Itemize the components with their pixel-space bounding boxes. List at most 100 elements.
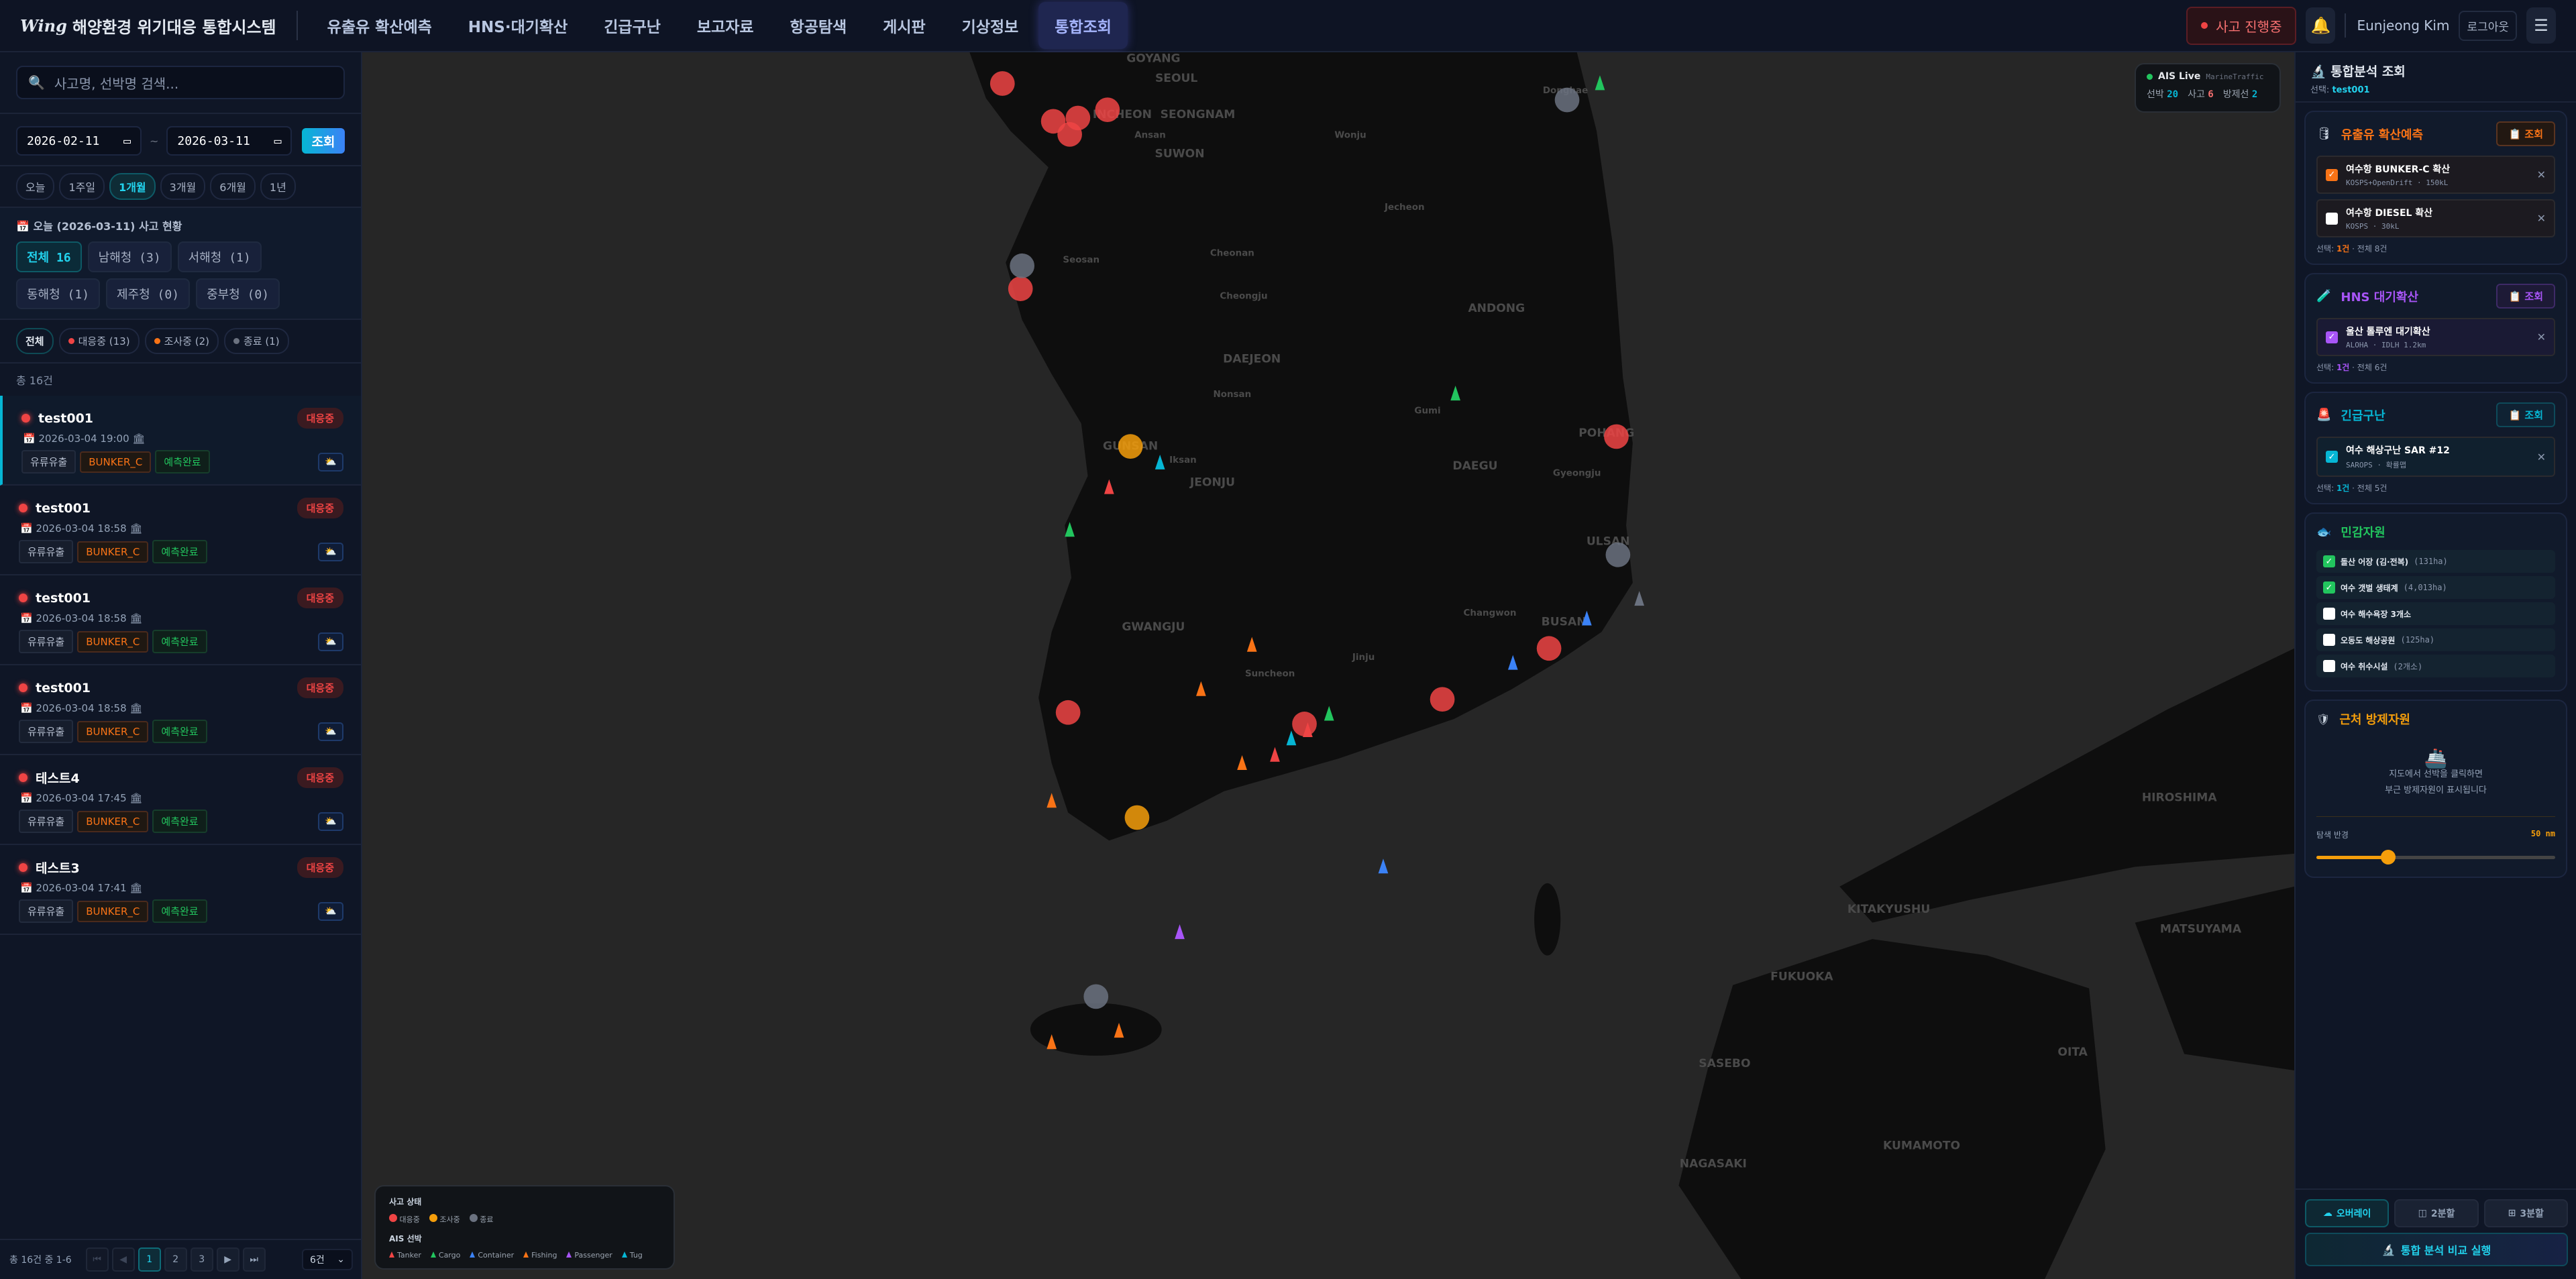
incident-marker[interactable] [1095, 97, 1120, 123]
ais-vessel-marker[interactable] [1270, 746, 1280, 762]
status-filter[interactable]: 조사중 (2) [144, 328, 219, 354]
incident-marker[interactable] [1065, 105, 1091, 131]
nav-item-3[interactable]: 보고자료 [696, 19, 754, 36]
weather-icon[interactable]: ⛅ [318, 901, 343, 921]
page-button[interactable]: 3 [190, 1247, 213, 1272]
view-mode-button[interactable]: ☁ 오버레이 [2305, 1199, 2390, 1227]
period-chip[interactable]: 1년 [260, 173, 296, 200]
ais-vessel-marker[interactable] [1286, 730, 1297, 746]
incident-marker[interactable] [1430, 687, 1455, 712]
oil-query-button[interactable]: 📋 조회 [2496, 121, 2555, 146]
incident-marker[interactable] [1604, 424, 1629, 449]
analysis-entry[interactable]: 여수항 DIESEL 확산 KOSPS · 30kL ✕ [2316, 199, 2555, 237]
period-chip[interactable]: 1개월 [109, 173, 156, 200]
region-filter[interactable]: 남해청 (3) [87, 241, 172, 272]
map-view[interactable]: GOYANG SEOUL INCHEON SEONGNAM Ansan SUWON Wonj… [362, 52, 2294, 1279]
hns-query-button[interactable]: 📋 조회 [2496, 284, 2555, 309]
run-comparison-button[interactable]: 🔬 통합 분석 비교 실행 [2305, 1233, 2568, 1266]
ais-vessel-marker[interactable] [1246, 636, 1257, 652]
nav-item-1[interactable]: HNS·대기확산 [468, 19, 568, 36]
ais-vessel-marker[interactable] [1196, 681, 1206, 696]
ais-vessel-marker[interactable] [1175, 924, 1185, 940]
incident-marker[interactable] [1554, 87, 1580, 113]
nav-item-7[interactable]: 통합조회 [1038, 2, 1128, 49]
page-size-select[interactable]: 6건 ⌄ [302, 1249, 353, 1270]
sensitive-resource-item[interactable]: ✓ 여수 갯벌 생태계 (4,013ha) [2316, 576, 2555, 599]
next-page-icon[interactable]: ▶ [216, 1247, 239, 1272]
sensitive-resource-item[interactable]: 여수 취수시설 (2개소) [2316, 655, 2555, 677]
ais-vessel-marker[interactable] [1046, 1034, 1057, 1050]
last-page-icon[interactable]: ⏭ [242, 1247, 266, 1272]
checkbox[interactable] [2323, 608, 2335, 620]
checkbox[interactable] [2323, 634, 2335, 646]
nav-item-6[interactable]: 기상정보 [961, 19, 1019, 36]
slider-handle[interactable] [2380, 850, 2396, 865]
incident-list-item[interactable]: test001 대응중 📅 2026-03-04 18:58 🏛 유류유출 BUNK… [0, 575, 361, 665]
page-button[interactable]: 2 [164, 1247, 187, 1272]
ais-vessel-marker[interactable] [1634, 591, 1645, 606]
close-icon[interactable]: ✕ [2536, 450, 2546, 463]
app-logo[interactable]: Wing 해양환경 위기대응 통합시스템 [20, 11, 298, 40]
incident-list-item[interactable]: 테스트3 대응중 📅 2026-03-04 17:41 🏛 유류유출 BUNKER_… [0, 845, 361, 935]
nav-item-5[interactable]: 게시판 [883, 19, 926, 36]
ais-vessel-marker[interactable] [1114, 1023, 1124, 1038]
checkbox[interactable] [2323, 660, 2335, 672]
incident-marker[interactable] [1083, 984, 1109, 1009]
ais-vessel-marker[interactable] [1046, 793, 1057, 808]
incident-marker[interactable] [1118, 434, 1143, 459]
incident-list-item[interactable]: test001 대응중 📅 2026-03-04 18:58 🏛 유류유출 BUNK… [0, 486, 361, 575]
ais-vessel-marker[interactable] [1065, 522, 1075, 537]
period-chip[interactable]: 오늘 [16, 173, 55, 200]
incident-marker[interactable] [1124, 805, 1150, 830]
view-mode-button[interactable]: ⊞ 3분할 [2483, 1199, 2568, 1227]
weather-icon[interactable]: ⛅ [318, 722, 343, 741]
incident-marker[interactable] [1055, 700, 1081, 725]
view-mode-button[interactable]: ◫ 2분할 [2394, 1199, 2479, 1227]
sensitive-resource-item[interactable]: ✓ 돌산 어장 (김·전복) (131ha) [2316, 550, 2555, 573]
incident-marker[interactable] [1605, 542, 1631, 567]
incident-marker[interactable] [1292, 712, 1317, 736]
incident-marker[interactable] [1536, 636, 1562, 661]
close-icon[interactable]: ✕ [2536, 331, 2546, 343]
ais-vessel-marker[interactable] [1582, 610, 1592, 626]
nav-item-4[interactable]: 항공탐색 [790, 19, 847, 36]
page-button[interactable]: 1 [138, 1247, 161, 1272]
checkbox[interactable]: ✓ [2323, 555, 2335, 567]
weather-icon[interactable]: ⛅ [318, 812, 343, 831]
incident-marker[interactable] [1008, 276, 1033, 301]
checkbox[interactable]: ✓ [2326, 168, 2338, 181]
period-chip[interactable]: 3개월 [160, 173, 206, 200]
incident-status-button[interactable]: 사고 진행중 [2186, 6, 2297, 45]
sensitive-resource-item[interactable]: 오동도 해상공원 (125ha) [2316, 628, 2555, 651]
search-input[interactable]: 🔍 사고명, 선박명 검색... [16, 66, 345, 99]
date-to-input[interactable]: 2026-03-11 ▭ [166, 126, 292, 156]
period-chip[interactable]: 6개월 [210, 173, 256, 200]
status-filter[interactable]: 대응중 (13) [58, 328, 140, 354]
logout-button[interactable]: 로그아웃 [2459, 10, 2517, 41]
incident-marker[interactable] [1010, 253, 1035, 278]
region-filter[interactable]: 동해청 (1) [16, 278, 101, 309]
sar-query-button[interactable]: 📋 조회 [2496, 402, 2555, 427]
incident-list-item[interactable]: 테스트4 대응중 📅 2026-03-04 17:45 🏛 유류유출 BUNKER_… [0, 755, 361, 845]
radius-slider[interactable] [2316, 847, 2555, 867]
region-filter[interactable]: 전체 16 [16, 241, 82, 272]
ais-vessel-marker[interactable] [1324, 706, 1334, 721]
ais-vessel-marker[interactable] [1104, 479, 1114, 494]
checkbox[interactable]: ✓ [2326, 331, 2338, 343]
notification-bell-icon[interactable]: 🔔 [2306, 7, 2336, 44]
weather-icon[interactable]: ⛅ [318, 542, 343, 561]
ais-vessel-marker[interactable] [1507, 655, 1518, 670]
analysis-entry[interactable]: ✓ 여수항 BUNKER-C 확산 KOSPS+OpenDrift · 150kL ✕ [2316, 156, 2555, 194]
analysis-entry[interactable]: ✓ 울산 톨루엔 대기확산 ALOHA · IDLH 1.2km ✕ [2316, 318, 2555, 356]
ais-vessel-marker[interactable] [1595, 75, 1605, 91]
nav-item-2[interactable]: 긴급구난 [604, 19, 661, 36]
close-icon[interactable]: ✕ [2536, 168, 2546, 181]
close-icon[interactable]: ✕ [2536, 212, 2546, 225]
analysis-entry[interactable]: ✓ 여수 해상구난 SAR #12 SAROPS · 확률맵 ✕ [2316, 437, 2555, 477]
incident-marker[interactable] [1040, 109, 1066, 134]
prev-page-icon[interactable]: ◀ [111, 1247, 135, 1272]
ais-vessel-marker[interactable] [1450, 386, 1460, 401]
checkbox[interactable]: ✓ [2326, 451, 2338, 463]
ais-vessel-marker[interactable] [1237, 755, 1247, 770]
